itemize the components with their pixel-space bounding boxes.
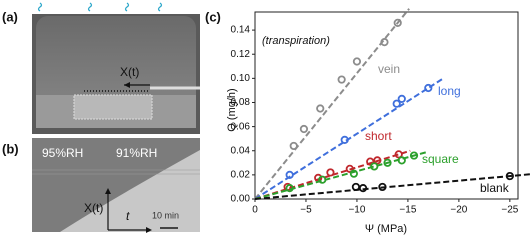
data-point <box>289 141 298 151</box>
y-axis-label: Q (mg/h) <box>226 88 238 131</box>
x-tick-label: −25 <box>501 205 518 216</box>
scale-label: 10 min <box>152 210 179 220</box>
data-point <box>285 184 294 193</box>
fit-line <box>254 173 531 200</box>
x-tick-label: −20 <box>450 205 467 216</box>
image-text: 95%RH <box>42 146 83 160</box>
image-a <box>32 2 200 134</box>
x-axis-label: Ψ (MPa) <box>365 223 407 235</box>
y-tick-label: 0.12 <box>231 49 251 60</box>
data-point <box>409 151 419 160</box>
data-point <box>394 150 403 159</box>
y-tick-label: 0.04 <box>231 145 251 156</box>
data-point <box>393 18 402 27</box>
panel-label: (a) <box>2 9 18 24</box>
data-point <box>352 57 362 66</box>
x-tick-label: −15 <box>399 205 416 216</box>
data-point <box>318 175 327 184</box>
panel-label: (b) <box>2 141 19 156</box>
panel-label: (c) <box>205 9 221 24</box>
image-b <box>32 138 200 233</box>
data-point <box>378 182 387 192</box>
data-point <box>285 170 294 179</box>
series-label: vein <box>378 62 400 76</box>
axis-text: X(t) <box>84 201 103 215</box>
series-label: long <box>438 84 461 98</box>
data-point <box>299 124 309 134</box>
data-point <box>397 94 406 103</box>
series-label: blank <box>480 181 510 195</box>
axis-text: t <box>126 209 130 223</box>
data-point <box>340 135 349 144</box>
x-tick-label: 0 <box>252 205 258 216</box>
x-tick-label: −10 <box>348 205 365 216</box>
arrow-label: X(t) <box>120 65 139 79</box>
data-point <box>349 169 358 178</box>
data-point <box>383 158 392 167</box>
y-tick-label: 0.02 <box>231 170 251 181</box>
x-tick-label: −5 <box>300 205 312 216</box>
data-point <box>366 157 375 166</box>
data-point <box>358 184 368 193</box>
data-point <box>373 156 382 165</box>
data-point <box>337 75 346 84</box>
y-tick-label: 0.06 <box>231 121 251 132</box>
fit-line <box>254 8 410 200</box>
data-point <box>392 99 401 108</box>
data-point <box>370 162 379 171</box>
image-text: 91%RH <box>116 146 157 160</box>
y-tick-label: 0.10 <box>231 73 251 84</box>
data-point <box>397 156 406 165</box>
data-point <box>345 164 354 173</box>
data-point <box>424 83 433 93</box>
data-point <box>351 182 361 192</box>
series-label: square <box>422 152 459 166</box>
data-point <box>505 171 514 181</box>
plot-frame <box>254 11 519 200</box>
data-point <box>380 38 389 47</box>
y-tick-label: 0.14 <box>231 25 251 36</box>
y-tick-label: 0.08 <box>231 97 251 108</box>
series-label: short <box>365 129 392 143</box>
data-point <box>326 168 335 177</box>
annotation: (transpiration) <box>262 35 330 47</box>
data-point <box>316 104 325 113</box>
y-tick-label: 0.00 <box>231 194 251 205</box>
